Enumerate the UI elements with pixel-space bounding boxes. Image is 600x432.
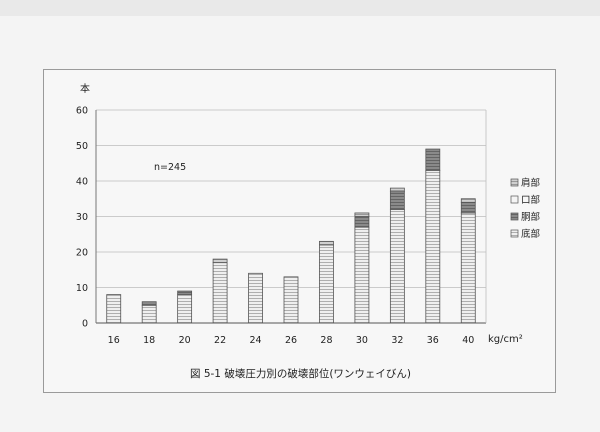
- y-tick-label: 20: [76, 248, 88, 259]
- bar-segment-30-1: [354, 216, 370, 228]
- bar-segment-36-0: [425, 169, 441, 324]
- scan-top-edge: [0, 0, 600, 16]
- x-tick-label: 32: [391, 335, 403, 346]
- bar-segment-18-0: [141, 304, 157, 324]
- x-tick-label: 26: [285, 335, 297, 346]
- y-axis-label: 本: [80, 82, 90, 95]
- x-tick-label: 22: [214, 335, 226, 346]
- sample-size-annotation: n=245: [154, 162, 186, 173]
- bar-segment-30-0: [354, 226, 370, 324]
- bar-segment-22-0: [212, 262, 228, 324]
- y-axis: 0 10 20 30 40 50 60: [76, 106, 487, 330]
- bar-segment-28-0: [319, 244, 334, 324]
- bar-segment-30-3: [354, 212, 370, 217]
- bar-segment-36-1: [425, 148, 441, 171]
- bar-segment-40-0: [460, 212, 476, 324]
- legend-swatch: [510, 212, 519, 221]
- legend-label: 底部: [521, 228, 540, 240]
- legend-swatch: [510, 195, 519, 204]
- x-tick-label: 36: [427, 335, 439, 346]
- bar-segment-32-1: [389, 191, 405, 210]
- bar-segment-40-1: [460, 201, 476, 214]
- bar-segment-32-3: [389, 187, 405, 193]
- x-tick-label: 20: [179, 335, 191, 346]
- x-axis: 16 18 20 22 24 26 28 30 32 36 40: [108, 335, 475, 346]
- bars-group: [106, 148, 476, 324]
- bar-segment-16-0: [106, 294, 122, 324]
- legend-label: 口部: [521, 194, 540, 206]
- x-tick-label: 18: [143, 335, 155, 346]
- y-tick-label: 0: [82, 319, 88, 330]
- bar-segment-20-0: [177, 294, 193, 324]
- bar-segment-20-1: [177, 290, 193, 295]
- figure-caption: 図 5-1 破壊圧力別の破壊部位(ワンウェイびん): [190, 367, 411, 380]
- bar-segment-26-0: [283, 276, 299, 324]
- bar-segment-40-3: [460, 198, 476, 203]
- y-tick-label: 10: [76, 283, 88, 294]
- x-tick-label: 16: [108, 335, 120, 346]
- x-tick-label: 24: [249, 335, 261, 346]
- bar-segment-32-0: [389, 208, 405, 324]
- x-axis-unit-label: kg/cm²: [488, 334, 523, 345]
- bar-segment-18-1: [141, 301, 157, 306]
- y-tick-label: 60: [76, 106, 88, 117]
- y-tick-label: 40: [76, 177, 88, 188]
- legend-swatch: [510, 229, 519, 238]
- legend-swatch: [510, 178, 519, 187]
- bar-segment-24-0: [248, 272, 263, 324]
- x-tick-label: 30: [356, 335, 368, 346]
- x-tick-label: 28: [320, 335, 332, 346]
- bar-segment-22-3: [212, 258, 228, 264]
- bar-segment-28-3: [319, 240, 334, 246]
- y-tick-label: 50: [76, 141, 88, 152]
- legend-label: 胴部: [521, 211, 540, 223]
- y-tick-label: 30: [76, 212, 88, 223]
- legend-label: 肩部: [521, 177, 540, 189]
- x-tick-label: 40: [462, 335, 474, 346]
